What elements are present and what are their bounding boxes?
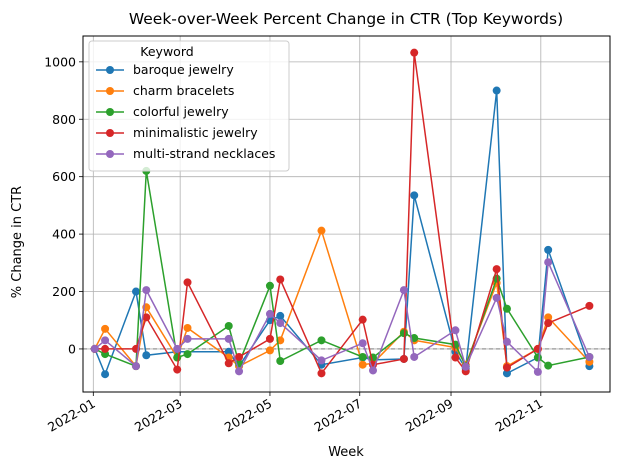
- data-point-minimalistic-jewelry: [502, 363, 511, 372]
- legend-swatch-marker: [106, 108, 114, 116]
- data-point-multi-strand-necklaces: [142, 286, 151, 295]
- series-line-multi-strand-necklaces: [94, 261, 591, 374]
- data-point-minimalistic-jewelry: [224, 359, 233, 368]
- data-point-colorful-jewelry: [544, 361, 553, 370]
- legend-label: minimalistic jewelry: [133, 125, 258, 140]
- data-point-multi-strand-necklaces: [410, 352, 419, 361]
- data-point-multi-strand-necklaces: [461, 362, 470, 371]
- data-point-minimalistic-jewelry: [183, 278, 192, 287]
- legend-item-baroque-jewelry: baroque jewelry: [96, 62, 234, 77]
- data-point-multi-strand-necklaces: [101, 336, 110, 345]
- legend-item-charm-bracelets: charm bracelets: [96, 83, 234, 98]
- data-point-minimalistic-jewelry: [235, 352, 244, 361]
- y-tick-label: 600: [52, 169, 76, 184]
- data-point-charm-bracelets: [101, 324, 110, 333]
- legend-box: [88, 40, 290, 172]
- data-point-colorful-jewelry: [224, 321, 233, 330]
- data-point-multi-strand-necklaces: [183, 334, 192, 343]
- data-point-colorful-jewelry: [317, 336, 326, 345]
- legend-swatch-marker: [106, 87, 114, 95]
- legend-title: Keyword: [140, 44, 193, 59]
- y-tick-label: 800: [52, 112, 76, 127]
- data-point-multi-strand-necklaces: [399, 286, 408, 295]
- data-point-minimalistic-jewelry: [585, 301, 594, 310]
- data-point-minimalistic-jewelry: [265, 334, 274, 343]
- legend: Keyword baroque jewelry charm bracelets col…: [88, 40, 290, 172]
- legend-item-minimalistic-jewelry: minimalistic jewelry: [96, 125, 258, 140]
- data-point-colorful-jewelry: [502, 304, 511, 313]
- legend-label: multi-strand necklaces: [133, 146, 275, 161]
- data-point-multi-strand-necklaces: [533, 367, 542, 376]
- data-point-minimalistic-jewelry: [173, 365, 182, 374]
- data-point-baroque-jewelry: [224, 347, 233, 356]
- data-point-colorful-jewelry: [399, 329, 408, 338]
- legend-swatch-marker: [106, 150, 114, 158]
- data-point-multi-strand-necklaces: [173, 344, 182, 353]
- legend-swatch-marker: [106, 66, 114, 74]
- data-point-minimalistic-jewelry: [276, 275, 285, 284]
- data-point-minimalistic-jewelry: [142, 313, 151, 322]
- data-point-charm-bracelets: [265, 346, 274, 355]
- data-point-multi-strand-necklaces: [544, 258, 553, 267]
- data-point-multi-strand-necklaces: [358, 339, 367, 348]
- data-point-colorful-jewelry: [276, 356, 285, 365]
- data-point-multi-strand-necklaces: [265, 309, 274, 318]
- data-point-colorful-jewelry: [265, 281, 274, 290]
- data-point-colorful-jewelry: [533, 353, 542, 362]
- data-point-minimalistic-jewelry: [410, 48, 419, 57]
- chart-title: Week-over-Week Percent Change in CTR (To…: [129, 10, 563, 28]
- data-point-minimalistic-jewelry: [451, 353, 460, 362]
- data-point-multi-strand-necklaces: [317, 356, 326, 365]
- data-point-baroque-jewelry: [142, 351, 151, 360]
- legend-item-colorful-jewelry: colorful jewelry: [96, 104, 229, 119]
- series-line-colorful-jewelry: [94, 170, 590, 369]
- data-point-multi-strand-necklaces: [224, 334, 233, 343]
- plot-frame: [82, 35, 611, 393]
- data-point-baroque-jewelry: [410, 191, 419, 200]
- legend-label: baroque jewelry: [133, 62, 234, 77]
- data-point-multi-strand-necklaces: [276, 319, 285, 328]
- data-point-multi-strand-necklaces: [235, 367, 244, 376]
- data-point-multi-strand-necklaces: [492, 293, 501, 302]
- series-multi-strand-necklaces: [90, 258, 594, 376]
- data-point-minimalistic-jewelry: [358, 315, 367, 324]
- data-point-baroque-jewelry: [276, 311, 285, 320]
- data-point-multi-strand-necklaces: [368, 366, 377, 375]
- legend-item-multi-strand-necklaces: multi-strand necklaces: [96, 146, 275, 161]
- data-point-colorful-jewelry: [173, 353, 182, 362]
- data-point-baroque-jewelry: [492, 86, 501, 95]
- data-point-multi-strand-necklaces: [502, 337, 511, 346]
- y-tick-label: 200: [52, 284, 76, 299]
- legend-swatch-marker: [106, 129, 114, 137]
- data-point-minimalistic-jewelry: [317, 369, 326, 378]
- data-point-multi-strand-necklaces: [451, 326, 460, 335]
- data-point-multi-strand-necklaces: [585, 352, 594, 361]
- data-point-minimalistic-jewelry: [101, 344, 110, 353]
- data-point-colorful-jewelry: [358, 352, 367, 361]
- data-point-baroque-jewelry: [101, 370, 110, 379]
- data-point-minimalistic-jewelry: [544, 319, 553, 328]
- data-point-charm-bracelets: [358, 360, 367, 369]
- x-axis-title: Week: [328, 445, 364, 460]
- data-point-multi-strand-necklaces: [90, 344, 99, 353]
- y-tick-label: 0: [68, 341, 76, 356]
- data-point-colorful-jewelry: [183, 350, 192, 359]
- data-point-baroque-jewelry: [131, 287, 140, 296]
- data-point-minimalistic-jewelry: [492, 265, 501, 274]
- data-point-multi-strand-necklaces: [131, 362, 140, 371]
- data-point-minimalistic-jewelry: [399, 354, 408, 363]
- legend-label: colorful jewelry: [133, 104, 229, 119]
- data-point-charm-bracelets: [544, 313, 553, 322]
- series-layer: [90, 48, 594, 379]
- legend-label: charm bracelets: [133, 83, 234, 98]
- data-point-baroque-jewelry: [502, 369, 511, 378]
- data-point-baroque-jewelry: [544, 245, 553, 254]
- y-tick-label: 1000: [44, 54, 76, 69]
- y-axis-title: % Change in CTR: [10, 186, 25, 298]
- data-point-charm-bracelets: [317, 226, 326, 235]
- y-tick-label: 400: [52, 227, 76, 242]
- data-point-charm-bracelets: [183, 323, 192, 332]
